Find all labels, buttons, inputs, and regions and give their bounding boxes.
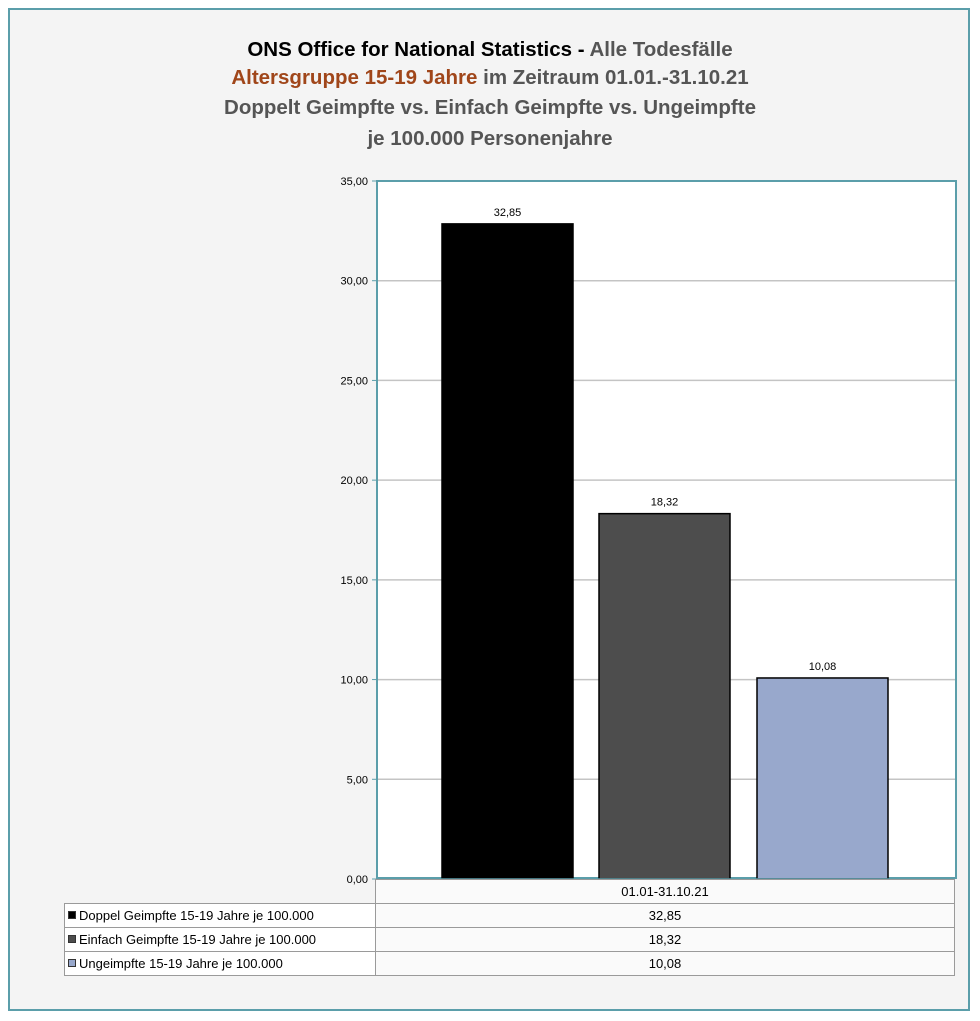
bar — [441, 223, 574, 880]
y-tick-label: 35,00 — [340, 176, 368, 188]
series-name: Doppel Geimpfte 15-19 Jahre je 100.000 — [79, 908, 314, 923]
legend-entry: Einfach Geimpfte 15-19 Jahre je 100.000 — [64, 927, 376, 952]
bar-value-label: 32,85 — [494, 207, 522, 219]
table-value: 32,85 — [375, 903, 955, 928]
y-tick-label: 15,00 — [340, 575, 368, 587]
y-tick-label: 25,00 — [340, 375, 368, 387]
series-name: Ungeimpfte 15-19 Jahre je 100.000 — [79, 956, 283, 971]
bar — [598, 512, 731, 880]
legend-swatch — [68, 911, 76, 919]
title-source: ONS Office for National Statistics - — [247, 38, 590, 61]
table-header-row: 01.01-31.10.21 — [65, 879, 955, 904]
y-tick-label: 5,00 — [347, 774, 368, 786]
category-label: 01.01-31.10.21 — [375, 879, 955, 904]
table-row: Einfach Geimpfte 15-19 Jahre je 100.000 … — [64, 927, 955, 952]
bar — [756, 677, 889, 880]
legend-entry: Doppel Geimpfte 15-19 Jahre je 100.000 — [64, 903, 376, 928]
table-value: 18,32 — [375, 927, 955, 952]
y-tick-label: 30,00 — [340, 276, 368, 288]
y-tick-label: 20,00 — [340, 475, 368, 487]
title-line-1: ONS Office for National Statistics - All… — [0, 38, 980, 62]
title-period: im Zeitraum 01.01.-31.10.21 — [477, 66, 749, 89]
title-line-3: Doppelt Geimpfte vs. Einfach Geimpfte vs… — [224, 96, 756, 119]
title-category: Alle Todesfälle — [589, 38, 733, 61]
title-line-4: je 100.000 Personenjahre — [367, 127, 613, 150]
title-age-group: Altersgruppe 15-19 Jahre — [231, 66, 478, 89]
table-value: 10,08 — [375, 951, 955, 976]
y-tick-label: 0,00 — [347, 874, 368, 886]
legend-swatch — [68, 935, 76, 943]
table-row: Doppel Geimpfte 15-19 Jahre je 100.000 3… — [64, 903, 955, 928]
table-row: Ungeimpfte 15-19 Jahre je 100.000 10,08 — [64, 951, 955, 976]
title-line-2: Altersgruppe 15-19 Jahre im Zeitraum 01.… — [0, 66, 980, 90]
table-corner — [65, 880, 376, 904]
bar-value-label: 10,08 — [809, 661, 837, 673]
bar-value-label: 18,32 — [651, 497, 679, 509]
legend-entry: Ungeimpfte 15-19 Jahre je 100.000 — [64, 951, 376, 976]
legend-swatch — [68, 959, 76, 967]
series-name: Einfach Geimpfte 15-19 Jahre je 100.000 — [79, 932, 317, 947]
data-table: 01.01-31.10.21 Doppel Geimpfte 15-19 Jah… — [64, 879, 955, 976]
y-tick-label: 10,00 — [340, 675, 368, 687]
